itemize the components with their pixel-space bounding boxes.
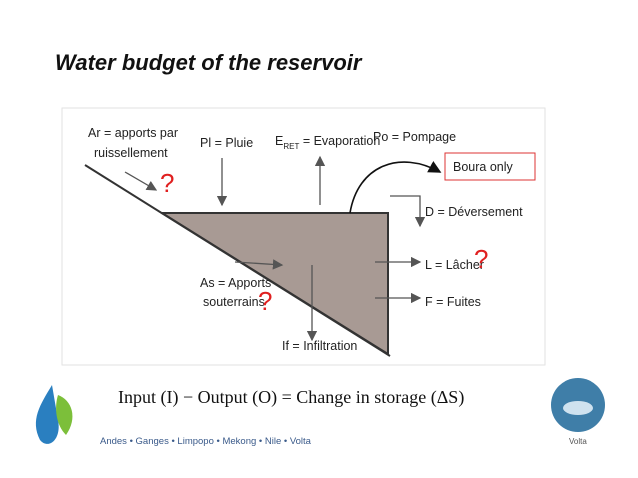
- right-logo: [551, 378, 605, 432]
- label-subscript: RET: [283, 142, 299, 151]
- ground-line: [84, 164, 391, 357]
- note: Boura only: [453, 160, 514, 174]
- label: If = Infiltration: [282, 339, 357, 353]
- label: ERET = Evaporation: [275, 134, 380, 151]
- runoff-arrow: [124, 171, 158, 191]
- pumping-arrow: [349, 160, 442, 214]
- leaf-icon: [56, 395, 73, 435]
- label: Pl = Pluie: [200, 136, 253, 150]
- question-mark: ?: [258, 286, 272, 316]
- footer-basin-name: Volta: [569, 437, 587, 446]
- groundwater-arrow: [234, 259, 284, 270]
- equation: Input (I) − Output (O) = Change in stora…: [118, 387, 464, 408]
- label: ruissellement: [94, 146, 168, 160]
- note-box: [444, 152, 536, 181]
- label: Ar = apports par: [88, 126, 178, 140]
- label: souterrains: [203, 295, 265, 309]
- fish-icon: [563, 401, 593, 415]
- label: D = Déversement: [425, 205, 523, 219]
- label: F = Fuites: [425, 295, 481, 309]
- label: Po = Pompage: [373, 130, 456, 144]
- footer-basins: Andes • Ganges • Limpopo • Mekong • Nile…: [100, 436, 312, 447]
- label-part: = Evaporation: [299, 134, 380, 148]
- drop-icon: [35, 385, 59, 444]
- label: As = Apports: [200, 276, 271, 290]
- slide-title: Water budget of the reservoir: [55, 50, 363, 75]
- left-logo: [35, 385, 73, 444]
- question-mark: ?: [160, 168, 174, 198]
- diagram: Ar = apports par ruissellement ? Pl = Pl…: [61, 107, 546, 366]
- label: L = Lâcher: [425, 258, 484, 272]
- overflow-arrow: [390, 195, 426, 228]
- question-mark: ?: [474, 244, 488, 274]
- label-part: E: [275, 134, 283, 148]
